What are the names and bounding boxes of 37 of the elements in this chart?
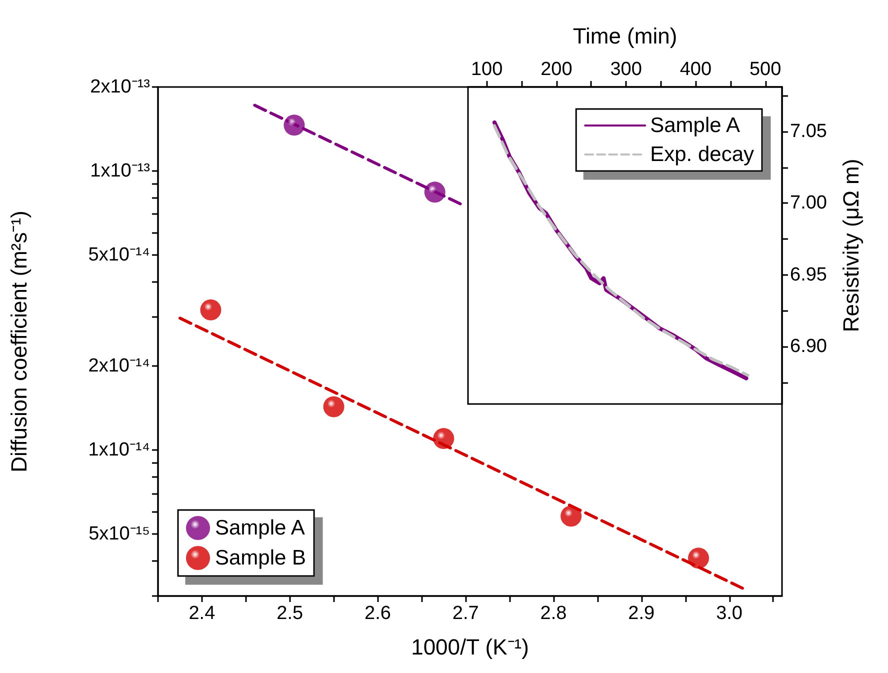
legend-label: Sample A [650, 114, 740, 137]
x-tick-label: 200 [540, 59, 572, 80]
point [560, 506, 582, 527]
y-tick-label: 6.95 [790, 264, 827, 286]
y-tick-label: 2x10⁻¹⁴ [88, 356, 150, 377]
x-tick-label: 2.7 [452, 603, 479, 624]
point [424, 182, 446, 203]
x-axis-title: 1000/T (K⁻¹) [411, 634, 529, 660]
x-tick-label: 400 [680, 59, 712, 80]
point [323, 396, 344, 418]
x-tick-label: 500 [749, 59, 782, 80]
point [284, 114, 305, 136]
y-tick-label: 1x10⁻¹⁴ [88, 440, 150, 461]
legend-label: Exp. decay [650, 143, 754, 166]
y-axis-title: Diffusion coefficient (m²s⁻¹) [6, 210, 32, 472]
y-tick-label: 5x10⁻¹⁵ [88, 524, 150, 545]
point [200, 299, 222, 320]
x-tick-label: 2.9 [628, 603, 655, 624]
y-tick-label: 6.90 [790, 336, 827, 358]
x-tick-label: 2.4 [188, 603, 216, 624]
x-tick-label: 100 [470, 59, 503, 80]
x-tick-label: 2.6 [364, 603, 391, 624]
x-axis-title: Time (min) [572, 24, 678, 48]
x-tick-label: 2.5 [276, 603, 304, 624]
y-tick-label: 1x10⁻¹³ [90, 160, 150, 182]
y-tick-label: 2x10⁻¹³ [90, 76, 150, 98]
y-axis-title: Resistivity (μΩ m) [838, 158, 864, 332]
legend-label: Sample A [215, 516, 305, 540]
legend-label: Sample B [215, 546, 306, 570]
y-tick-label: 7.00 [790, 192, 827, 214]
point [433, 428, 454, 450]
x-tick-label: 300 [610, 59, 642, 80]
point [688, 548, 710, 569]
x-tick-label: 3.0 [716, 603, 742, 624]
y-tick-label: 5x10⁻¹⁴ [88, 244, 150, 266]
x-tick-label: 2.8 [540, 603, 567, 624]
y-tick-label: 7.05 [790, 120, 827, 142]
